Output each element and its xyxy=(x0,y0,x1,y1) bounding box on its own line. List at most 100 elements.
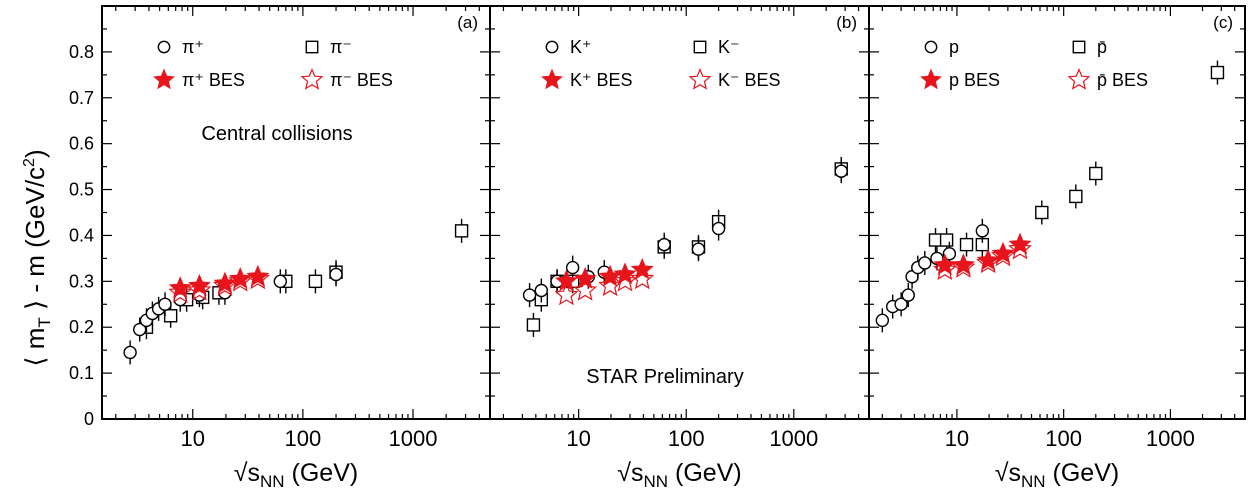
data-point xyxy=(168,280,193,303)
x-axis-label-sub: NN xyxy=(644,472,669,491)
legend-label: K⁺ xyxy=(570,37,592,57)
panel-c: 10 100 1000 (c) p p̄ p BES p̄ BES xyxy=(868,5,1246,451)
legend-marker xyxy=(688,67,712,90)
x-axis-label: √sNN (GeV) xyxy=(234,459,358,491)
data-point xyxy=(187,277,212,301)
legend-marker xyxy=(924,40,938,54)
annotation: STAR Preliminary xyxy=(586,366,743,388)
data-point xyxy=(613,268,637,292)
x-tick-label: 1000 xyxy=(769,426,818,451)
data-point xyxy=(928,233,943,247)
annotation: Central collisions xyxy=(201,123,352,145)
data-point xyxy=(522,288,537,302)
data-point xyxy=(711,221,726,236)
legend-marker xyxy=(693,40,707,54)
panel-b: 10 100 1000 (b) STAR Preliminary K⁺ K⁻ K⁺ BES K⁻… xyxy=(489,5,870,451)
x-axis-label-s: s xyxy=(1009,459,1022,487)
legend-label: π⁻ BES xyxy=(330,70,393,90)
data-point xyxy=(133,322,147,337)
data-point xyxy=(901,288,915,302)
data-point xyxy=(573,266,597,289)
x-tick-label: 100 xyxy=(285,426,322,451)
data-point xyxy=(228,266,252,289)
data-point xyxy=(894,297,908,311)
panel-tag: (c) xyxy=(1213,13,1233,32)
x-axis-label-sub: NN xyxy=(1021,472,1046,491)
data-point xyxy=(951,253,975,276)
y-axis-label: ⟨ mT ⟩ - m (GeV/c2) xyxy=(20,149,54,366)
data-point xyxy=(939,233,954,247)
x-axis-label-unit: (GeV) xyxy=(1046,459,1120,487)
data-point xyxy=(991,241,1015,264)
legend-marker xyxy=(153,68,175,90)
y-tick-label: 0.1 xyxy=(69,363,94,383)
x-tick-label: 10 xyxy=(945,426,969,451)
data-point xyxy=(691,242,706,256)
data-point xyxy=(163,309,178,323)
data-point xyxy=(875,313,890,328)
data-point xyxy=(213,271,237,294)
legend-marker xyxy=(305,40,319,54)
x-tick-label: 100 xyxy=(1045,426,1082,451)
data-point xyxy=(834,164,848,178)
data-point xyxy=(158,297,172,311)
data-point xyxy=(657,237,671,252)
panel-tag: (a) xyxy=(457,13,478,32)
data-point xyxy=(573,277,598,301)
legend-label: π⁺ BES xyxy=(182,70,245,90)
data-point xyxy=(454,224,469,238)
legend-label: π⁺ xyxy=(182,37,204,57)
data-point xyxy=(1008,236,1032,260)
x-tick-label: 100 xyxy=(668,426,705,451)
x-tick-label: 1000 xyxy=(1146,426,1195,451)
data-point xyxy=(959,237,974,252)
data-point xyxy=(932,257,957,281)
x-axis-label-unit: (GeV) xyxy=(285,459,359,487)
data-point xyxy=(554,282,579,306)
x-tick-label: 10 xyxy=(181,426,205,451)
data-point xyxy=(534,283,549,298)
y-axis-label-sup: 2 xyxy=(21,158,38,167)
x-axis-label: √sNN (GeV) xyxy=(617,459,741,491)
y-axis-label-main: ⟨ m xyxy=(20,328,50,367)
data-point xyxy=(1210,65,1225,80)
panel-tag: (b) xyxy=(836,13,857,32)
data-point xyxy=(526,318,541,332)
data-point xyxy=(976,248,1000,271)
legend-label: K⁺ BES xyxy=(570,70,633,90)
plot-frame xyxy=(101,5,491,420)
y-tick-label: 0.4 xyxy=(69,225,94,245)
y-axis-label-close: ) xyxy=(20,149,50,158)
x-axis-label-root: √ xyxy=(234,459,248,487)
x-axis-label-s: s xyxy=(248,459,261,487)
legend-label: K⁻ xyxy=(718,37,740,57)
panel-a: 10 100 1000 0 0.1 0.2 0.3 0.4 0.5 0.6 0.7 0.8 (a) Cen… xyxy=(69,5,491,451)
data-point xyxy=(187,273,211,296)
x-axis-label: √sNN (GeV) xyxy=(995,459,1119,491)
y-tick-label: 0.6 xyxy=(69,134,94,154)
data-point xyxy=(123,345,137,360)
legend-label: π⁻ xyxy=(330,37,352,57)
data-point xyxy=(598,273,623,297)
plot-frame xyxy=(489,5,870,420)
data-point xyxy=(1008,232,1032,255)
data-point xyxy=(273,274,288,289)
plot-frame xyxy=(868,5,1246,420)
x-tick-label: 10 xyxy=(566,426,590,451)
data-point xyxy=(1035,205,1049,220)
data-point xyxy=(168,276,192,298)
x-axis-label-root: √ xyxy=(617,459,631,487)
data-point xyxy=(630,257,654,280)
data-point xyxy=(554,269,578,292)
legend-marker xyxy=(1067,67,1091,90)
legend-label: K⁻ BES xyxy=(718,70,781,90)
y-tick-label: 0.7 xyxy=(69,88,94,108)
legend-label: p xyxy=(949,37,959,57)
legend-label: p̄ BES xyxy=(1097,70,1148,90)
y-axis-label-rest: ⟩ - m (GeV/c xyxy=(20,167,50,317)
legend-label: p BES xyxy=(949,70,1000,90)
y-tick-label: 0.2 xyxy=(69,317,94,337)
x-axis-label-root: √ xyxy=(995,459,1009,487)
legend-marker xyxy=(920,68,942,90)
